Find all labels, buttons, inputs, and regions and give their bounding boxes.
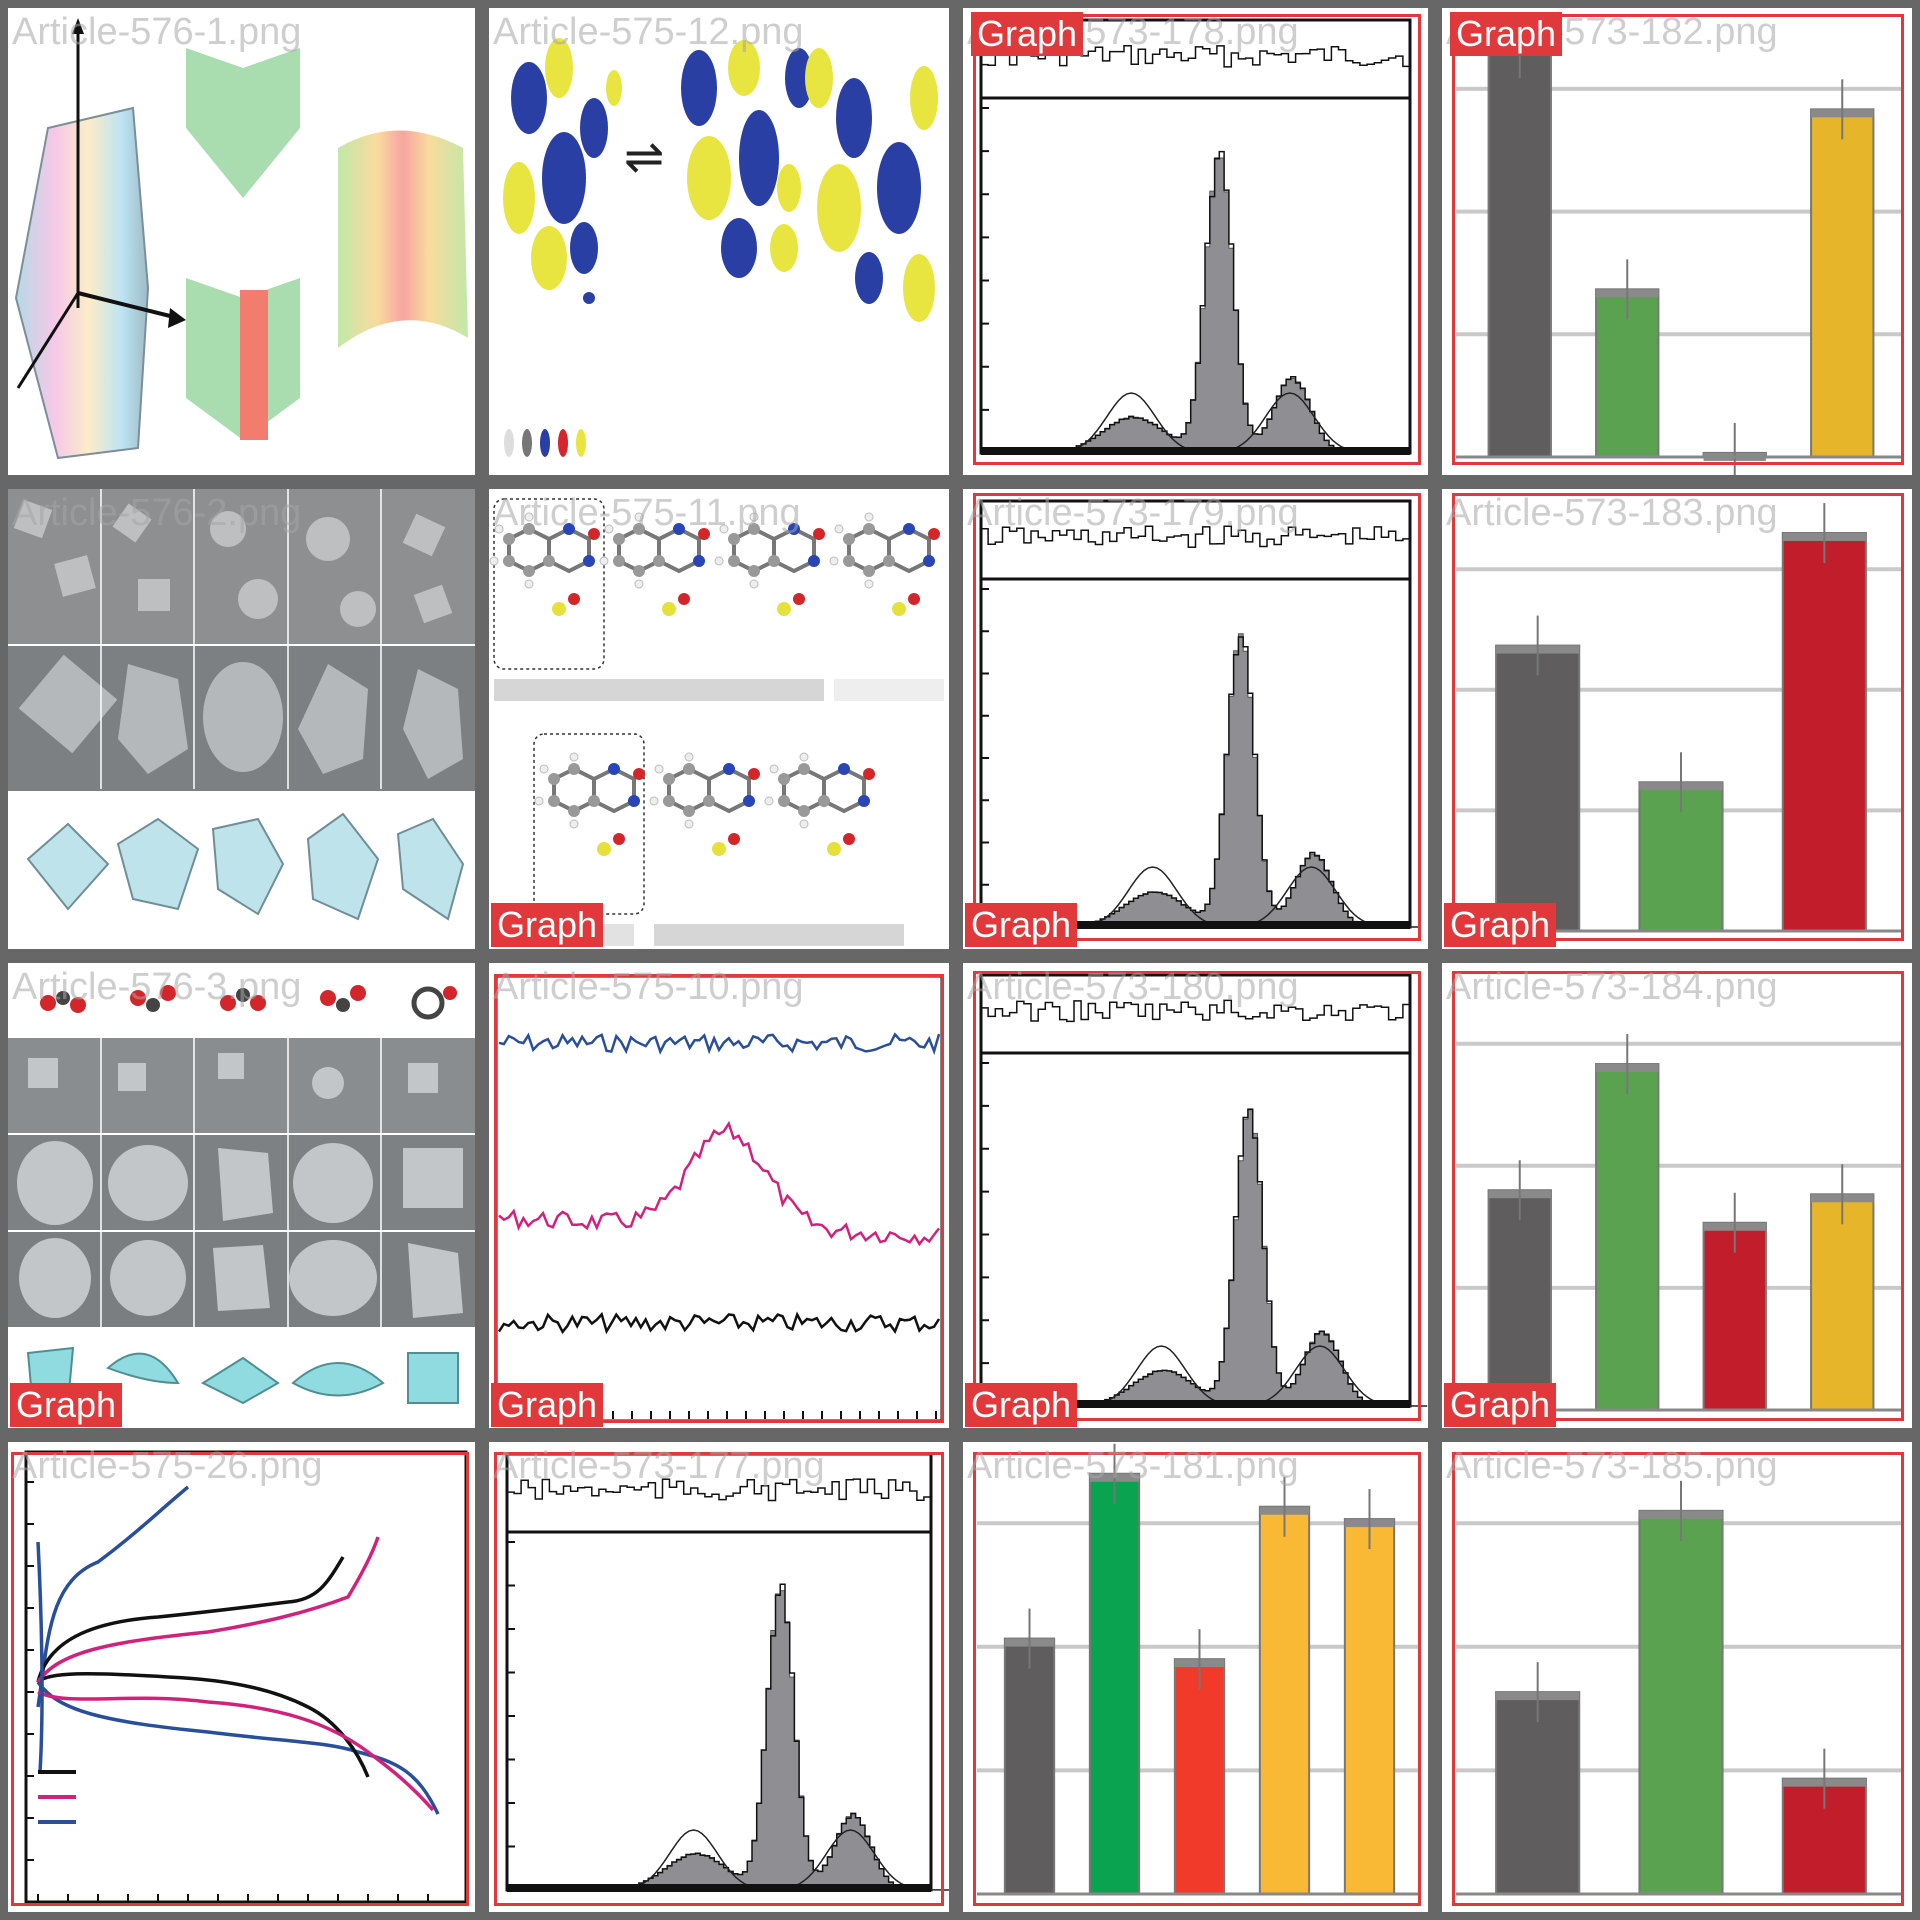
tile-article-576-2[interactable]: Article-576-2.png <box>8 489 475 949</box>
spectra-line-plot <box>494 974 944 1423</box>
residual-trace <box>981 999 1411 1023</box>
bar <box>1495 1691 1581 1895</box>
tile-article-576-3[interactable]: Article-576-3.png Graph Graph <box>8 963 475 1428</box>
bar-chart <box>1456 18 1902 475</box>
tile-article-575-11[interactable]: Article-575-11.png Graph <box>489 489 949 949</box>
histogram-outline <box>981 636 1410 928</box>
tile-article-573-184[interactable]: Article-573-184.png Graph Graph <box>1442 963 1912 1428</box>
bar-chart <box>1456 1034 1902 1412</box>
geometric-cone-figure <box>14 18 468 460</box>
bar <box>1781 532 1867 933</box>
voltage-curve <box>36 1671 370 1778</box>
voltage-curve <box>36 1681 440 1815</box>
bar <box>1495 644 1581 933</box>
molecule-structures <box>489 498 944 946</box>
residual-trace <box>507 1478 932 1502</box>
histogram-plot <box>979 499 1419 929</box>
voltage-curve <box>36 1556 345 1683</box>
bar <box>1173 1658 1226 1895</box>
histogram-plot <box>505 1452 949 1892</box>
graph-detection-label: Graph <box>1450 12 1563 56</box>
x-axis <box>981 921 1410 929</box>
graph-detection-label: Graph <box>965 903 1078 947</box>
tile-article-576-1[interactable]: Article-576-1.png <box>8 8 475 475</box>
tile-article-575-26[interactable]: Article-575-26.png Graph <box>8 1442 475 1912</box>
tile-article-575-12[interactable]: ⇌ Article-575-12.png <box>489 8 949 475</box>
plot-frame <box>505 1452 933 1892</box>
molecular-orbital-figure: ⇌ <box>503 38 938 457</box>
graph-detection-label: Graph <box>491 903 604 947</box>
sem-micrograph-grid <box>8 489 475 921</box>
sem-micrograph-grid <box>8 985 475 1410</box>
graph-detection-label: Graph <box>491 1383 604 1427</box>
bar <box>1088 1472 1141 1895</box>
x-axis <box>507 1884 931 1892</box>
spectrum-trace <box>498 1120 940 1247</box>
voltage-curve <box>36 1536 380 1683</box>
tile-article-575-10[interactable]: Article-575-10.png Graph Graph <box>489 963 949 1428</box>
bar <box>1487 1189 1552 1411</box>
x-axis <box>981 1400 1410 1408</box>
spectrum-trace <box>498 1032 941 1056</box>
voltage-curve-plot <box>24 1450 468 1904</box>
bar <box>1595 1063 1660 1412</box>
bar <box>1638 1509 1724 1895</box>
graph-detection-label: Graph <box>971 12 1084 56</box>
voltage-curve <box>37 1690 435 1812</box>
bar <box>1487 47 1552 458</box>
tile-article-573-180[interactable]: Article-573-180.png Graph Graph <box>963 963 1428 1428</box>
tile-article-573-183[interactable]: Article-573-183.png Graph <box>1442 489 1912 949</box>
histogram-plot <box>979 18 1412 455</box>
graph-detection-label: Graph <box>1444 903 1557 947</box>
bar-chart <box>977 1443 1418 1896</box>
tile-article-573-182[interactable]: Article-573-182.png Graph <box>1442 8 1912 475</box>
histogram-fill <box>507 1590 931 1891</box>
tile-article-573-178[interactable]: Article-573-178.png Graph <box>963 8 1428 475</box>
graph-detection-label: Graph <box>965 1383 1078 1427</box>
tile-article-573-185[interactable]: Article-573-185.png Graph <box>1442 1442 1912 1912</box>
voltage-curve <box>36 1541 44 1773</box>
histogram-fill <box>981 633 1410 928</box>
histogram-outline <box>981 1108 1410 1407</box>
histogram-fill <box>981 157 1410 454</box>
graph-detection-label: Graph <box>10 1383 123 1427</box>
bar <box>1258 1505 1311 1895</box>
bar <box>1810 108 1875 458</box>
bar <box>1343 1518 1396 1896</box>
histogram-fill <box>981 1108 1410 1407</box>
residual-trace <box>981 525 1411 548</box>
bar-chart <box>1456 1480 1902 1896</box>
svg-text:⇌: ⇌ <box>624 129 664 185</box>
histogram-plot <box>979 973 1428 1408</box>
tile-article-573-181[interactable]: Article-573-181.png Graph <box>963 1442 1428 1912</box>
plot-frame <box>979 499 1412 929</box>
plot-frame <box>979 973 1412 1408</box>
graph-detection-label: Graph <box>1444 1383 1557 1427</box>
tile-article-573-177[interactable]: Article-573-177.png Graph <box>489 1442 949 1912</box>
spectrum-trace <box>497 1311 941 1335</box>
voltage-curve <box>36 1485 190 1708</box>
tile-article-573-179[interactable]: Article-573-179.png Graph Graph <box>963 489 1428 949</box>
x-axis <box>981 447 1410 455</box>
bar-chart <box>1456 503 1902 933</box>
bar <box>1003 1637 1056 1895</box>
bar <box>1810 1193 1875 1411</box>
